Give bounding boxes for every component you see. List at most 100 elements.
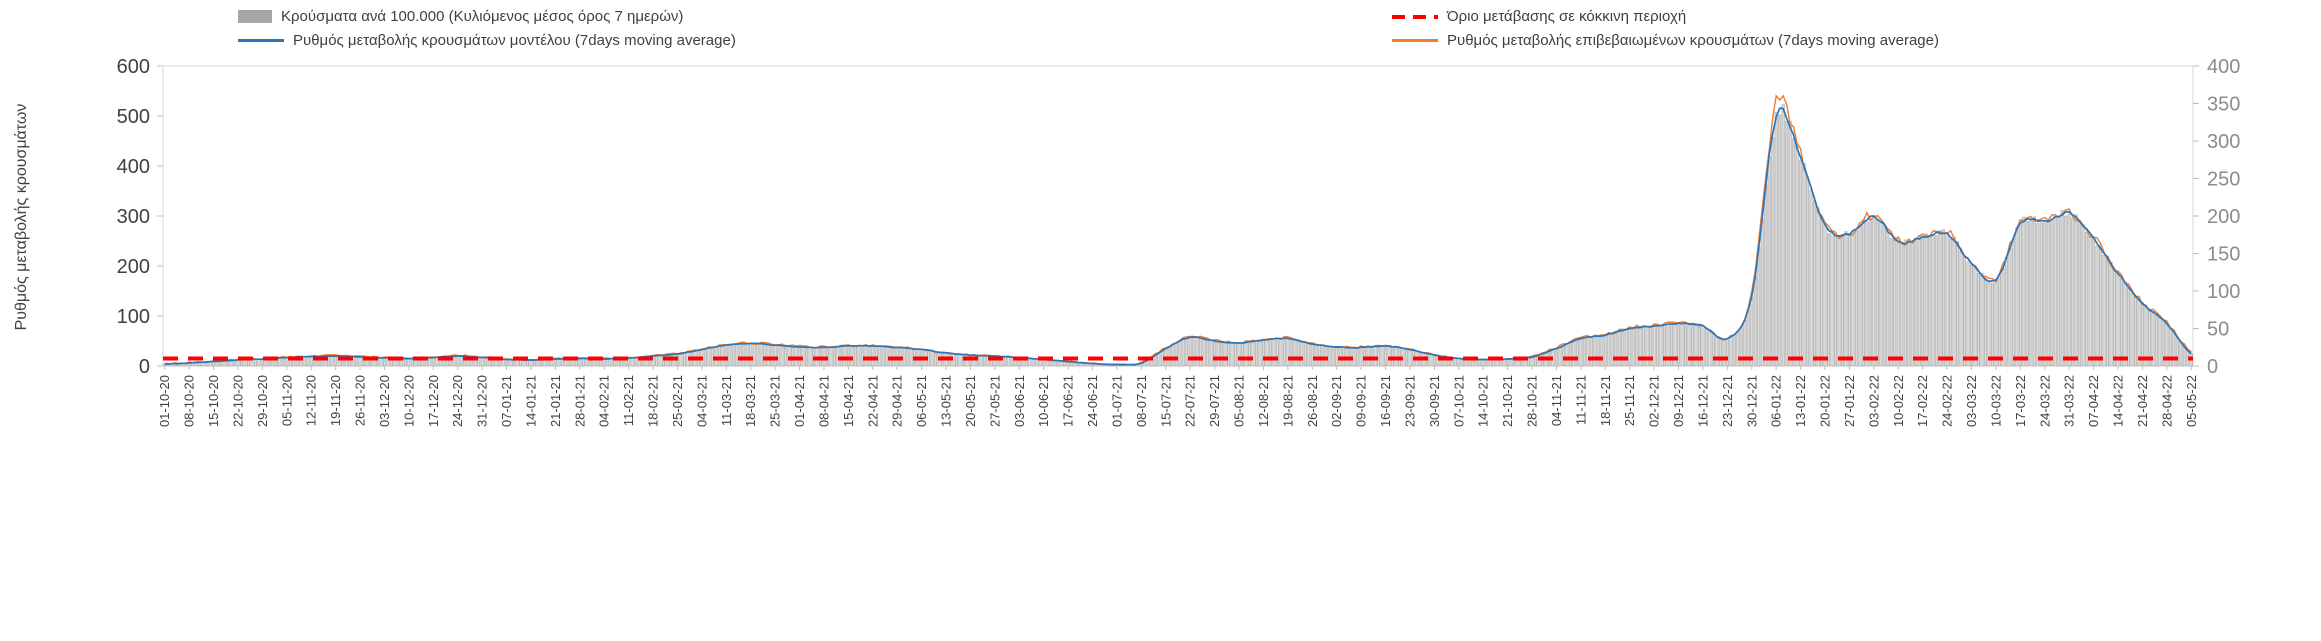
svg-text:17-12-20: 17-12-20	[426, 375, 441, 427]
svg-text:18-11-21: 18-11-21	[1598, 375, 1613, 426]
svg-text:08-10-20: 08-10-20	[182, 375, 197, 427]
svg-text:30-12-21: 30-12-21	[1744, 375, 1759, 427]
svg-text:400: 400	[117, 156, 150, 178]
svg-text:21-10-21: 21-10-21	[1500, 375, 1515, 427]
svg-text:29-07-21: 29-07-21	[1207, 375, 1222, 427]
svg-text:500: 500	[117, 106, 150, 128]
svg-text:350: 350	[2207, 94, 2240, 116]
svg-text:05-08-21: 05-08-21	[1232, 375, 1247, 427]
legend-label-cases-bars: Κρούσματα ανά 100.000 (Κυλιόμενος μέσος …	[281, 8, 684, 25]
svg-text:23-12-21: 23-12-21	[1720, 375, 1735, 427]
svg-text:04-11-21: 04-11-21	[1549, 375, 1564, 426]
svg-text:01-04-21: 01-04-21	[792, 375, 807, 427]
svg-text:31-12-20: 31-12-20	[475, 375, 490, 427]
svg-text:21-04-22: 21-04-22	[2135, 375, 2150, 427]
svg-text:24-12-20: 24-12-20	[450, 375, 465, 427]
svg-text:22-10-20: 22-10-20	[231, 375, 246, 427]
legend-item-confirmed-rate: Ρυθμός μεταβολής επιβεβαιωμένων κρουσμάτ…	[1392, 32, 1939, 49]
svg-text:17-06-21: 17-06-21	[1061, 375, 1076, 427]
legend-label-red-threshold: Όριο μετάβασης σε κόκκινη περιοχή	[1447, 8, 1687, 25]
bar-series-swatch-icon	[238, 10, 272, 23]
svg-text:19-08-21: 19-08-21	[1280, 375, 1295, 427]
svg-text:11-03-21: 11-03-21	[719, 375, 734, 426]
svg-text:02-09-21: 02-09-21	[1329, 375, 1344, 427]
svg-text:0: 0	[139, 356, 150, 378]
svg-text:24-02-22: 24-02-22	[1940, 375, 1955, 427]
orange-line-swatch-icon	[1392, 39, 1438, 42]
svg-text:600: 600	[117, 56, 150, 78]
svg-text:03-03-22: 03-03-22	[1964, 375, 1979, 427]
svg-text:28-10-21: 28-10-21	[1525, 375, 1540, 427]
svg-text:16-12-21: 16-12-21	[1695, 375, 1710, 427]
svg-text:31-03-22: 31-03-22	[2062, 375, 2077, 427]
svg-text:03-12-20: 03-12-20	[377, 375, 392, 427]
legend-item-cases-bars: Κρούσματα ανά 100.000 (Κυλιόμενος μέσος …	[238, 8, 683, 25]
svg-text:22-07-21: 22-07-21	[1183, 375, 1198, 427]
svg-text:0: 0	[2207, 356, 2218, 378]
legend-label-model-rate: Ρυθμός μεταβολής κρουσμάτων μοντέλου (7d…	[293, 32, 736, 49]
svg-text:05-11-20: 05-11-20	[279, 375, 294, 426]
svg-text:09-12-21: 09-12-21	[1671, 375, 1686, 427]
svg-text:10-06-21: 10-06-21	[1036, 375, 1051, 427]
legend-item-red-threshold: Όριο μετάβασης σε κόκκινη περιοχή	[1392, 8, 1686, 25]
svg-text:07-01-21: 07-01-21	[499, 375, 514, 427]
svg-text:01-10-20: 01-10-20	[157, 375, 172, 427]
svg-text:29-04-21: 29-04-21	[890, 375, 905, 427]
svg-text:05-05-22: 05-05-22	[2184, 375, 2199, 427]
svg-text:22-04-21: 22-04-21	[865, 375, 880, 427]
svg-text:150: 150	[2207, 244, 2240, 266]
svg-text:10-12-20: 10-12-20	[401, 375, 416, 427]
legend-item-model-rate: Ρυθμός μεταβολής κρουσμάτων μοντέλου (7d…	[238, 32, 736, 49]
legend-label-confirmed-rate: Ρυθμός μεταβολής επιβεβαιωμένων κρουσμάτ…	[1447, 32, 1939, 49]
svg-text:04-03-21: 04-03-21	[694, 375, 709, 427]
svg-text:11-11-21: 11-11-21	[1573, 375, 1588, 425]
svg-text:08-04-21: 08-04-21	[817, 375, 832, 427]
svg-text:09-09-21: 09-09-21	[1354, 375, 1369, 427]
svg-text:29-10-20: 29-10-20	[255, 375, 270, 427]
svg-text:17-02-22: 17-02-22	[1915, 375, 1930, 427]
svg-text:03-02-22: 03-02-22	[1866, 375, 1881, 427]
svg-text:03-06-21: 03-06-21	[1012, 375, 1027, 427]
svg-text:28-04-22: 28-04-22	[2159, 375, 2174, 427]
svg-text:50: 50	[2207, 319, 2229, 341]
svg-text:18-02-21: 18-02-21	[646, 375, 661, 427]
svg-text:23-09-21: 23-09-21	[1403, 375, 1418, 427]
dashed-threshold-swatch-icon	[1392, 14, 1438, 19]
svg-text:27-05-21: 27-05-21	[987, 375, 1002, 427]
svg-text:12-08-21: 12-08-21	[1256, 375, 1271, 427]
svg-text:13-05-21: 13-05-21	[939, 375, 954, 427]
svg-text:13-01-22: 13-01-22	[1793, 375, 1808, 427]
svg-text:07-10-21: 07-10-21	[1451, 375, 1466, 427]
svg-text:24-03-22: 24-03-22	[2037, 375, 2052, 427]
svg-text:27-01-22: 27-01-22	[1842, 375, 1857, 427]
svg-text:06-01-22: 06-01-22	[1769, 375, 1784, 427]
svg-text:200: 200	[117, 256, 150, 278]
svg-text:20-05-21: 20-05-21	[963, 375, 978, 427]
svg-text:14-01-21: 14-01-21	[524, 375, 539, 427]
svg-text:01-07-21: 01-07-21	[1110, 375, 1125, 427]
svg-text:14-10-21: 14-10-21	[1476, 375, 1491, 427]
svg-text:25-03-21: 25-03-21	[768, 375, 783, 427]
svg-text:300: 300	[2207, 131, 2240, 153]
svg-text:26-11-20: 26-11-20	[353, 375, 368, 426]
svg-text:26-08-21: 26-08-21	[1305, 375, 1320, 427]
svg-text:300: 300	[117, 206, 150, 228]
svg-text:16-09-21: 16-09-21	[1378, 375, 1393, 427]
svg-text:10-02-22: 10-02-22	[1891, 375, 1906, 427]
svg-text:15-10-20: 15-10-20	[206, 375, 221, 427]
svg-text:18-03-21: 18-03-21	[743, 375, 758, 427]
blue-line-swatch-icon	[238, 39, 284, 42]
svg-text:02-12-21: 02-12-21	[1647, 375, 1662, 427]
svg-text:20-01-22: 20-01-22	[1818, 375, 1833, 427]
svg-text:30-09-21: 30-09-21	[1427, 375, 1442, 427]
y-axis-title: Ρυθμός μεταβολής κρουσμάτων	[13, 103, 30, 331]
svg-text:250: 250	[2207, 169, 2240, 191]
svg-text:17-03-22: 17-03-22	[2013, 375, 2028, 427]
svg-text:21-01-21: 21-01-21	[548, 375, 563, 427]
svg-text:200: 200	[2207, 206, 2240, 228]
svg-text:10-03-22: 10-03-22	[1988, 375, 2003, 427]
svg-text:15-07-21: 15-07-21	[1158, 375, 1173, 427]
svg-text:08-07-21: 08-07-21	[1134, 375, 1149, 427]
